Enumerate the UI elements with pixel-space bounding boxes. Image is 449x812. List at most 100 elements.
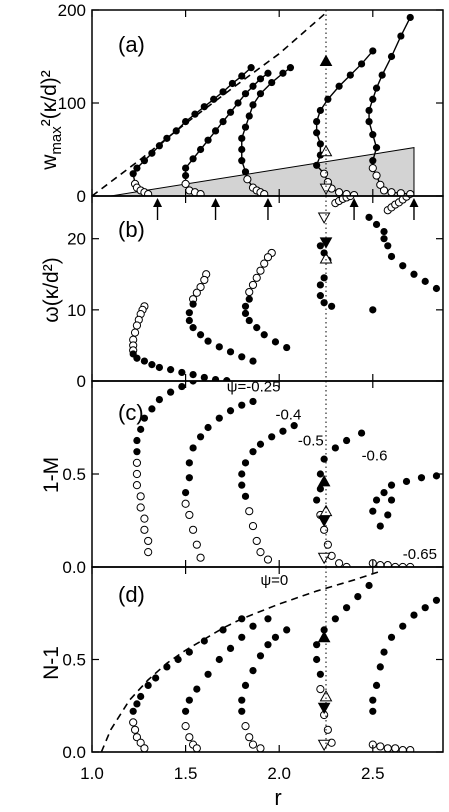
panel-d-filled-point-3-2 [313,641,321,649]
panel-d-filled-point-4-8 [432,596,441,604]
panel-a-filled-point-4-7 [378,71,386,79]
panel-d-tag: (d) [118,582,145,607]
panel-a-open-point-1-3 [196,190,205,196]
panel-d-ytick-label-0: 0.0 [62,743,86,762]
panel-b-filled-point-2-3 [245,316,253,325]
panel-a-open-point-4-3 [379,186,389,195]
panel-a-filled-point-0-2 [140,157,149,165]
panel-a-filled-point-2-0 [241,168,250,176]
panel-c-open-point-0-5 [140,514,149,523]
panel-c-tag: (c) [118,400,144,425]
panel-c-open-point-2-1 [248,521,258,531]
arrow-1-head [211,198,221,207]
panel-d-filled-point-0-4 [152,674,160,682]
panel-b-filled-point-3-0 [316,242,324,250]
panel-a-filled-point-2-10 [286,64,295,72]
panel-c-open-point-0-4 [136,503,145,512]
panel-b-filled-point-1-0 [189,300,197,308]
panel-a-filled-point-0-6 [172,127,180,135]
panel-b-filled-point-1-3 [189,324,197,332]
panel-a-filled-point-1-6 [219,118,227,126]
panel-c-filled-point-1-3 [189,444,197,452]
panel-a-filled-point-4-5 [369,95,377,103]
panel-a-filled-point-0-7 [182,118,190,126]
panel-a-filled-point-3-7 [335,82,343,90]
panel-c-filled-point-3-1 [313,496,321,504]
panel-d-open-point-4-5 [406,746,415,752]
panel-a-open-point-1-0 [181,179,190,189]
panel-c-open-point-1-3 [192,540,201,549]
arrow-2-head [263,198,273,207]
panel-a-filled-point-0-0 [129,170,137,178]
panel-c-filled-point-4-2 [380,489,388,497]
panel-d-filled-point-1-5 [226,644,235,653]
panel-a-filled-point-3-10 [369,47,377,55]
panel-a-filled-point-0-3 [148,149,156,157]
panel-a-filled-point-1-0 [182,171,190,180]
panel-d-filled-point-4-2 [376,663,384,671]
panel-c-filled-point-2-3 [241,459,250,467]
panel-d-open-point-1-0 [181,722,190,731]
panel-c-open-point-2-3 [256,548,265,557]
panel-b-open-point-1-2 [196,282,205,292]
panel-a-filled-point-1-3 [196,145,205,154]
panel-b-open-point-1-1 [200,275,209,285]
panel-a-filled-point-0-4 [155,142,163,150]
panel-d-open-point-3-2 [323,725,332,734]
panel-c-filled-point-0-5 [155,396,163,404]
panel-b-filled-point-3-5 [316,292,324,300]
panel-d-open-point-2-1 [245,733,254,742]
panel-d-annotation-0: ψ=0 [260,572,288,589]
panel-b-open-point-2-4 [252,273,261,282]
panel-a-filled-point-0-12 [228,79,236,88]
panel-a-filled-point-2-5 [245,112,253,120]
panel-c-open-point-1-2 [188,525,198,534]
panel-c-annotation-1: -0.4 [275,406,301,423]
panel-d-ytick-label-1: 0.5 [62,651,86,670]
panel-a-filled-point-3-5 [316,106,324,115]
panel-a-tag: (a) [118,32,145,57]
panel-b-open-point-2-3 [256,266,265,275]
panel-b-filled-point-1-7 [226,348,235,356]
panel-b-filled-point-0-6 [178,368,186,377]
panel-c-filled-point-4-8 [417,474,426,482]
panel-d-filled-point-0-9 [219,626,227,634]
panel-a-open-point-4-1 [372,171,381,180]
panel-c-filled-point-4-1 [372,496,381,504]
panel-b-filled-point-1-5 [204,337,212,345]
panel-d-filled-point-1-8 [264,615,272,623]
panel-c-ylabel: 1-M [40,457,63,493]
panel-c-filled-point-0-4 [148,405,156,413]
panel-c-open-point-1-1 [185,510,194,520]
panel-b: (b) ω(κ/d²) 0 10 20 [40,195,444,391]
panel-d-filled-point-1-7 [249,622,257,630]
panel-d-open-point-0-0 [129,718,138,727]
panel-b-filled-point-3-4 [316,281,324,289]
panel-b-ylabel: ω(κ/d²) [40,257,63,322]
panel-c-open-point-0-3 [136,492,145,501]
x-axis-label: r [274,785,281,810]
panel-c-filled-point-2-8 [290,422,298,430]
panel-b-filled-point-1-4 [196,331,205,339]
panel-b-filled-point-4-7 [410,270,418,278]
panel-c-filled-point-4-0 [369,507,377,515]
panel-d-plot [100,569,441,752]
panel-c-ytick-label-1: 0.5 [62,465,86,484]
panel-d-open-point-1-1 [185,733,194,742]
panel-a-filled-point-2-1 [238,157,246,165]
panel-d-open-triangle-3 [319,689,333,702]
panel-a-filled-point-1-8 [234,99,242,107]
panel-c-filled-point-1-1 [185,474,193,482]
panel-a-filled-point-2-4 [241,123,250,131]
panel-b-open-point-2-6 [245,287,254,297]
panel-b-filled-point-4-8 [421,277,429,285]
panel-c-filled-point-0-2 [137,425,145,433]
panel-d-filled-point-2-2 [241,681,250,690]
panel-b-filled-point-1-9 [249,357,257,365]
panel-d: (d) N-1 0.0 0.5 ψ=0 [40,566,444,762]
panel-d-filled-point-0-8 [200,637,208,645]
panel-a-filled-point-1-12 [264,69,272,77]
panel-d-dashed-curve [100,569,383,752]
panel-d-filled-point-1-1 [185,696,193,704]
panel-c-filled-point-4-4 [384,511,392,519]
